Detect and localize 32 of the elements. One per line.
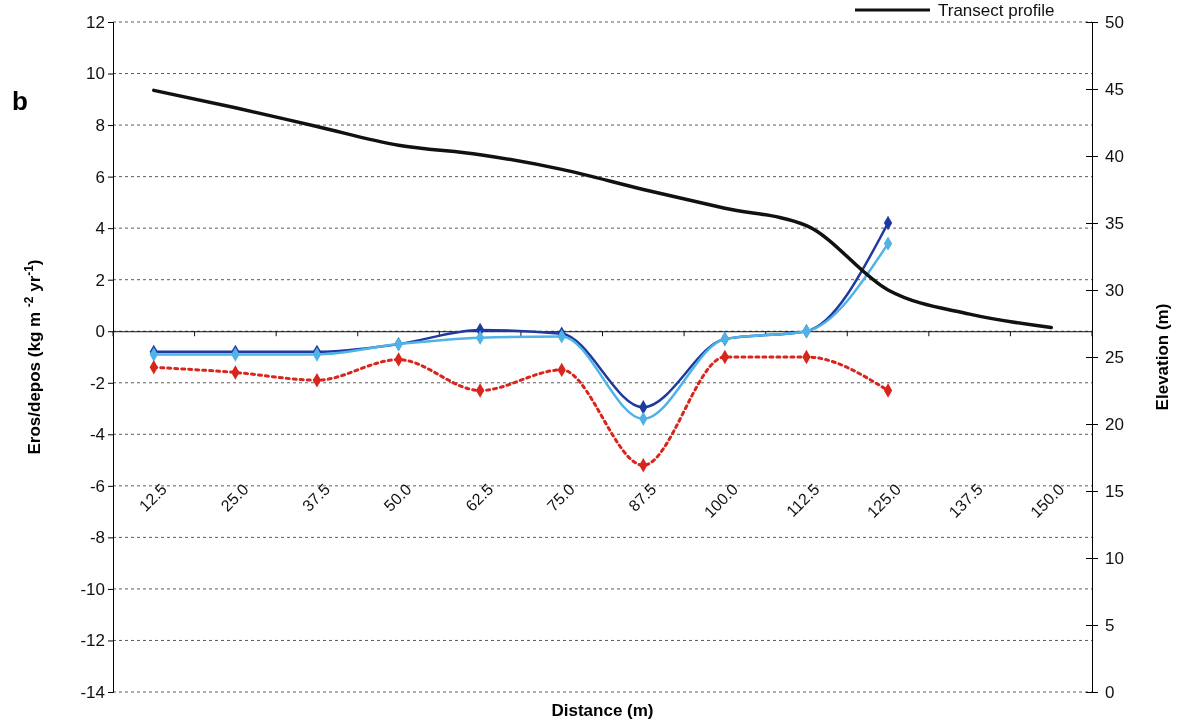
y2-axis-title: Elevation (m) [1153, 303, 1172, 411]
y-tick-label: 0 [95, 322, 105, 342]
y2-tick-label: 20 [1105, 414, 1124, 434]
legend-label: Transect profile [938, 1, 1055, 20]
y2-tick-label: 0 [1105, 682, 1115, 702]
text: b [12, 86, 28, 116]
x-tick-label: 75.0 [543, 480, 578, 515]
y-tick-label: 6 [95, 167, 105, 187]
y2-tick-label: 45 [1105, 79, 1124, 99]
y2-tick-label: 10 [1105, 548, 1124, 568]
x-axis-title: Distance (m) [551, 701, 654, 720]
y-tick-label: -14 [80, 682, 105, 702]
y2-tick-label: 15 [1105, 481, 1124, 501]
y2-tick-label: 5 [1105, 615, 1115, 635]
y-tick-label: 8 [95, 116, 105, 136]
y-tick-label: 4 [95, 219, 105, 239]
y2-tick-label: 30 [1105, 280, 1124, 300]
y-tick-label: -2 [89, 373, 105, 393]
line-series [152, 88, 1053, 330]
y-tick-label: -6 [89, 476, 105, 496]
y-tick-label: -12 [80, 631, 105, 651]
y-tick-label: -8 [89, 528, 105, 548]
y2-tick-label: 50 [1105, 12, 1124, 32]
y-tick-label: -10 [80, 579, 105, 599]
y-tick-label: 12 [86, 12, 105, 32]
y2-tick-label: 25 [1105, 347, 1124, 367]
y2-tick-label: 35 [1105, 213, 1124, 233]
y-tick-label: 2 [95, 270, 105, 290]
y2-tick-label: 40 [1105, 146, 1124, 166]
x-tick-label: 50.0 [380, 480, 415, 515]
y-tick-label: 10 [86, 64, 105, 84]
y-tick-label: -4 [89, 425, 105, 445]
